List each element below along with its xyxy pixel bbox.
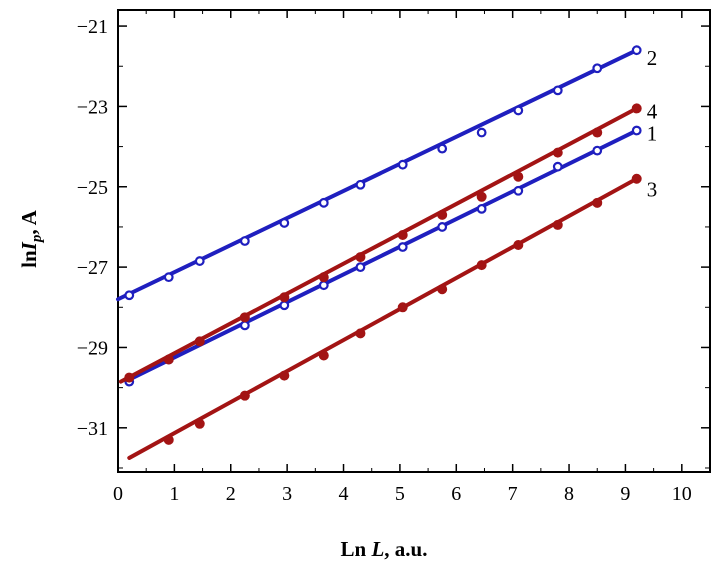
series-4-label: 4 <box>647 99 658 123</box>
y-tick-label: −25 <box>77 177 108 199</box>
x-tick-label: 9 <box>620 483 630 505</box>
series-2-point <box>592 63 603 74</box>
series-2-point <box>552 85 563 96</box>
series-3-fit-line <box>127 176 639 460</box>
y-tick-label: −31 <box>77 418 108 440</box>
y-axis-title-suffix: , A <box>17 209 41 234</box>
series-1-label: 1 <box>647 122 658 146</box>
series-2-point <box>194 256 205 266</box>
plot-frame <box>117 9 711 473</box>
x-tick-label: 8 <box>564 483 574 505</box>
series-1-point <box>318 280 329 291</box>
series-4-point <box>239 312 250 323</box>
series-1-point <box>552 161 563 172</box>
series-4-point <box>124 372 135 383</box>
series-3-point <box>437 284 448 295</box>
series-4: 4 <box>118 99 658 384</box>
series-1-point <box>355 262 366 273</box>
series-4-point <box>397 229 408 240</box>
series-2-point <box>355 179 366 190</box>
series-1: 1 <box>124 122 658 387</box>
series-2-point <box>437 143 448 154</box>
series-3-point <box>592 197 603 208</box>
series-3-point <box>239 390 250 401</box>
series-3-point <box>194 418 205 429</box>
series-1-fit-line <box>127 128 639 382</box>
series-1-point <box>513 185 524 196</box>
series-2-point <box>124 290 135 301</box>
x-axis-title-prefix: Ln <box>341 537 372 561</box>
series-1-point <box>631 125 642 136</box>
series-2-point <box>318 197 329 208</box>
series-3-point <box>552 219 563 230</box>
series-2-fit-line <box>116 48 639 302</box>
y-axis-title-sub: p <box>29 234 45 244</box>
series-3-point <box>318 350 329 361</box>
series-2-label: 2 <box>647 46 658 70</box>
series-1-point <box>397 242 408 252</box>
series-4-point <box>437 209 448 220</box>
series-2: 2 <box>116 45 658 302</box>
y-tick-label: −23 <box>77 96 108 118</box>
series-2-point <box>513 105 524 116</box>
series-2-point <box>397 159 408 170</box>
series-1-point <box>592 145 603 156</box>
y-axis-title-var: I <box>17 241 41 251</box>
series-3-point <box>397 302 408 313</box>
series-4-point <box>194 336 205 347</box>
y-axis-title: lnIp, A <box>17 209 45 268</box>
series-1-point <box>476 203 487 214</box>
series-4-fit-line <box>118 106 639 384</box>
x-tick-label: 3 <box>282 483 292 505</box>
x-tick-label: 7 <box>508 483 518 505</box>
series-1-point <box>437 222 448 232</box>
series-3-point <box>355 328 366 339</box>
series-4-point <box>631 103 642 114</box>
series-2-point <box>239 236 250 246</box>
x-tick-label: 4 <box>339 483 349 505</box>
series-2-point <box>631 45 642 56</box>
series-4-point <box>355 252 366 263</box>
series-3-point <box>476 260 487 271</box>
series-4-point <box>163 354 174 365</box>
x-tick-label: 2 <box>226 483 236 505</box>
x-axis-title-var: L <box>370 537 384 561</box>
series-2-point <box>279 218 290 228</box>
x-tick-label: 10 <box>672 483 692 505</box>
y-tick-label: −29 <box>77 337 108 359</box>
series-3-point <box>513 240 524 251</box>
y-axis-title-prefix: ln <box>17 250 41 268</box>
series-3-point <box>631 173 642 184</box>
series-1-point <box>279 300 290 311</box>
x-axis-title-suffix: , a.u. <box>384 537 427 561</box>
series-3-label: 3 <box>647 178 658 202</box>
series-1-point <box>239 320 250 331</box>
y-tick-label: −27 <box>77 257 108 279</box>
series-3: 3 <box>127 173 658 460</box>
x-tick-label: 6 <box>451 483 461 505</box>
y-tick-label: −21 <box>77 16 108 38</box>
series-4-point <box>552 147 563 158</box>
x-axis-title: Ln L, a.u. <box>341 537 428 561</box>
series-2-point <box>163 272 174 283</box>
series-4-point <box>279 292 290 303</box>
series-4-point <box>318 272 329 283</box>
series-3-point <box>163 434 174 445</box>
series-4-point <box>513 171 524 182</box>
series-4-point <box>592 127 603 138</box>
x-tick-label: 0 <box>113 483 123 505</box>
series-4-point <box>476 191 487 202</box>
series-2-point <box>476 127 487 138</box>
series-3-point <box>279 370 290 381</box>
x-tick-label: 5 <box>395 483 405 505</box>
x-tick-label: 1 <box>169 483 179 505</box>
